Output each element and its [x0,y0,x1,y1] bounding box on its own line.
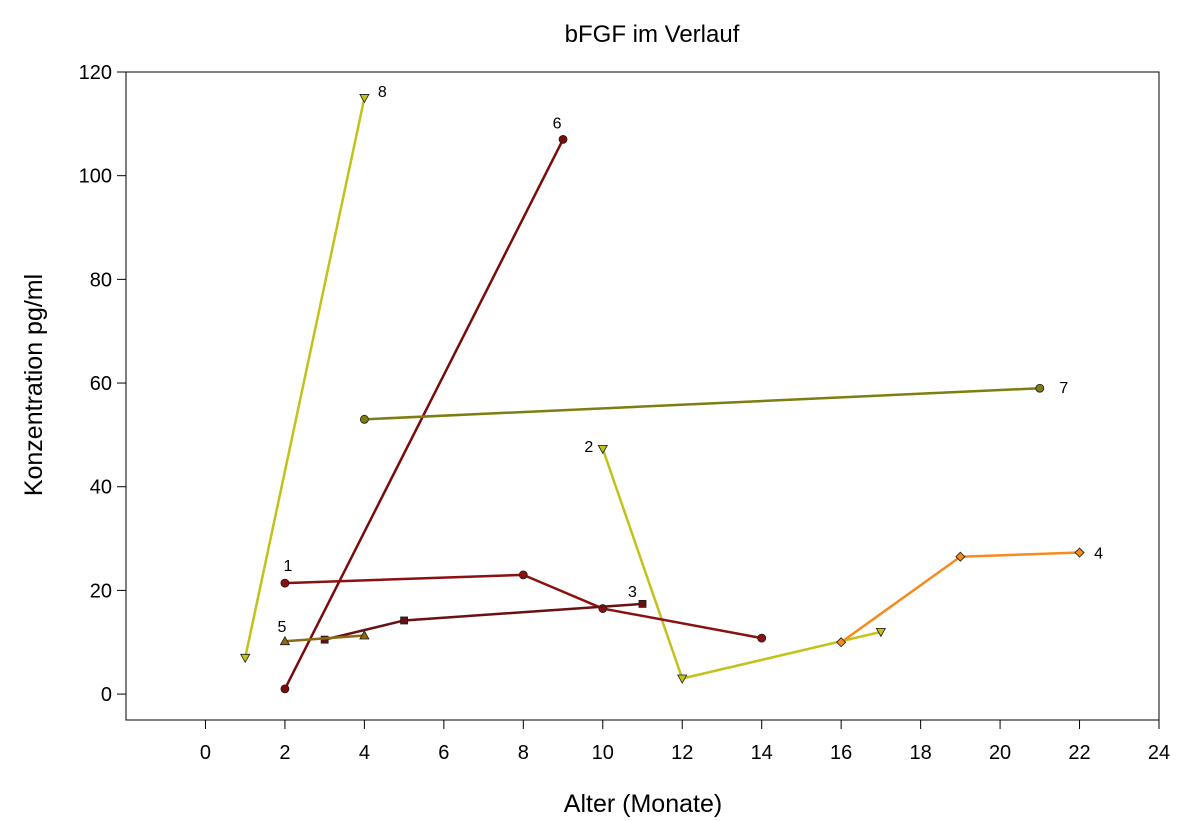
point-label-1: 1 [283,558,292,575]
series-8 [240,94,370,664]
x-tick-label: 24 [1148,742,1170,764]
series-3 [320,599,647,644]
y-axis-ticks: 0 20 40 60 80 100 120 [79,62,126,706]
point-label-4: 4 [1094,546,1103,563]
series-1 [280,570,767,643]
data-point [280,578,290,588]
series-5 [279,630,370,646]
y-tick-label: 100 [79,166,112,188]
point-label-3: 3 [628,584,637,601]
data-point [638,599,647,608]
series-line [364,386,1040,421]
x-tick-label: 8 [518,742,529,764]
x-tick-label: 12 [671,742,693,764]
data-point [955,551,966,562]
data-point [518,570,528,580]
point-label-8: 8 [378,84,387,101]
y-tick-label: 40 [90,477,112,499]
y-tick-label: 120 [79,62,112,84]
series-2 [597,444,887,684]
data-point [875,627,887,638]
series-6 [280,134,568,694]
x-tick-label: 10 [592,742,614,764]
x-tick-label: 4 [359,742,370,764]
y-tick-label: 0 [101,684,112,706]
data-point [836,637,847,648]
point-label-6: 6 [553,115,562,132]
data-point [597,444,608,455]
data-point [677,674,688,684]
x-axis-title: Alter (Monate) [564,790,722,818]
x-tick-label: 18 [909,742,931,764]
series-line [283,138,565,690]
chart-title: bFGF im Verlauf [565,21,740,48]
y-tick-label: 20 [90,580,112,602]
x-tick-label: 6 [438,742,449,764]
data-point [359,630,370,640]
data-point [359,414,369,424]
series-7 [359,383,1045,424]
y-tick-label: 60 [90,373,112,395]
series-line [284,573,762,640]
plot-area-frame [125,71,1160,721]
data-point [359,94,370,104]
data-point [240,653,251,664]
data-point [1035,383,1045,393]
data-point [280,684,290,694]
x-tick-label: 20 [989,742,1011,764]
point-label-7: 7 [1059,380,1068,397]
x-tick-label: 0 [200,742,211,764]
data-point [400,616,409,625]
point-label-5: 5 [277,619,286,636]
y-axis-title: Konzentration pg/ml [20,274,48,496]
x-axis-ticks: 0 2 4 6 8 10 12 14 16 18 20 22 24 [200,720,1170,764]
y-tick-label: 80 [90,269,112,291]
x-tick-label: 22 [1068,742,1090,764]
data-point [279,635,291,646]
point-label-2: 2 [584,439,593,456]
point-labels: 8 6 7 2 4 1 3 5 [277,84,1103,636]
series-layer [240,94,1085,694]
data-point [1074,547,1085,558]
x-tick-label: 14 [751,742,773,764]
data-point [558,134,568,144]
x-tick-label: 2 [279,742,290,764]
x-tick-label: 16 [830,742,852,764]
series-line [284,634,365,643]
data-point [757,633,767,643]
series-line [324,602,643,641]
series-line [243,97,366,659]
series-4 [836,547,1085,648]
